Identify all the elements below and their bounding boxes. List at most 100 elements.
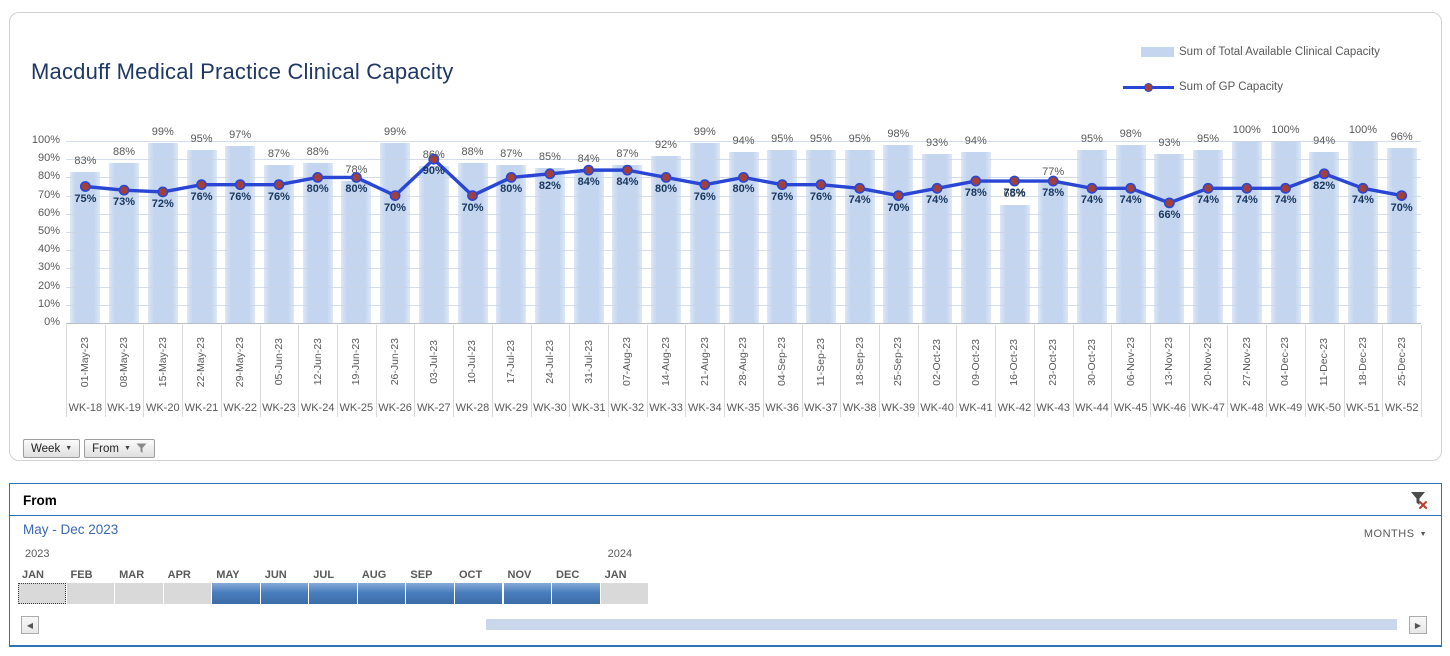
timeline-tile-nov-10[interactable] — [503, 583, 552, 604]
line-value-label: 78% — [1003, 187, 1026, 200]
line-value-label: 74% — [1274, 194, 1297, 207]
x-axis-date-label: 07-Aug-23 — [608, 325, 647, 399]
y-axis-tick-50%: 50% — [37, 225, 60, 237]
bar-value-label: 78% — [345, 164, 368, 177]
line-marker-WK-22 — [234, 179, 246, 191]
date-text: 06-Nov-23 — [1124, 337, 1137, 387]
date-text: 02-Oct-23 — [931, 338, 944, 386]
bar-value-label: 87% — [267, 147, 290, 160]
timeline-tile-apr-3[interactable] — [163, 583, 212, 604]
timeline-tile-aug-7[interactable] — [357, 583, 406, 604]
category-separator — [801, 325, 803, 417]
timeline-tile-jul-6[interactable] — [309, 583, 357, 604]
line-marker-WK-37 — [815, 179, 827, 191]
timeline-scrollbar-thumb[interactable] — [486, 619, 1397, 630]
timeline-tile-jan-12[interactable] — [600, 583, 649, 604]
line-marker-WK-19 — [118, 184, 130, 196]
line-value-label: 76% — [693, 190, 716, 203]
bar-WK-18 — [70, 171, 101, 323]
category-separator — [337, 325, 338, 417]
x-axis-week-label: WK-49 — [1268, 402, 1303, 414]
bar-value-label: 95% — [848, 133, 871, 146]
x-axis-week-label: WK-22 — [223, 402, 257, 414]
gridline-40% — [66, 250, 1421, 252]
category-separator — [298, 325, 300, 417]
bar-value-label: 99% — [693, 125, 716, 138]
category-separator — [1033, 325, 1035, 417]
line-marker-WK-39 — [892, 190, 904, 201]
category-separator — [685, 325, 687, 417]
field-button-week[interactable]: Week ▼ — [23, 439, 81, 458]
x-axis-date-label: 18-Dec-23 — [1344, 325, 1383, 399]
x-axis-week-label: WK-33 — [649, 402, 683, 414]
timeline-scroll-left-button[interactable]: ◀ — [21, 616, 39, 634]
line-value-label: 72% — [151, 197, 174, 210]
x-axis-week-label: WK-47 — [1191, 402, 1225, 414]
line-marker-WK-25 — [350, 172, 362, 183]
line-value-label: 82% — [538, 179, 561, 192]
x-axis-week-label: WK-30 — [533, 402, 567, 414]
timeline-period-dropdown[interactable]: MONTHS ▼ — [1364, 528, 1427, 540]
line-marker-WK-33 — [660, 172, 672, 183]
timeline-tile-oct-9[interactable] — [454, 583, 503, 604]
category-separator — [608, 325, 609, 417]
x-axis-date-label: 10-Jul-23 — [453, 325, 492, 399]
line-value-label: 84% — [616, 176, 639, 189]
timeline-title: From — [23, 493, 57, 508]
bar-WK-52 — [1386, 148, 1417, 323]
bar-WK-38 — [844, 150, 875, 323]
timeline-tile-mar-2[interactable] — [115, 583, 163, 604]
x-axis-week-label: WK-51 — [1346, 402, 1380, 414]
gridline-0% — [66, 323, 1421, 324]
bar-WK-47 — [1193, 150, 1224, 323]
timeline-tile-sep-8[interactable] — [406, 583, 454, 604]
gridline-70% — [66, 195, 1421, 197]
x-axis-week-label: WK-44 — [1075, 402, 1109, 414]
date-text: 21-Aug-23 — [698, 337, 711, 387]
date-text: 27-Nov-23 — [1240, 337, 1253, 387]
timeline-month-label-nov-10: NOV — [507, 569, 532, 581]
bar-value-label: 95% — [190, 133, 213, 146]
x-axis-date-label: 06-Nov-23 — [1111, 325, 1150, 399]
x-axis-date-label: 25-Sep-23 — [879, 325, 918, 399]
bar-value-label: 94% — [1313, 134, 1336, 147]
x-axis-week-label: WK-20 — [145, 402, 180, 414]
date-text: 29-May-23 — [234, 336, 247, 388]
bar-value-label: 96% — [1390, 131, 1413, 144]
y-axis-tick-100%: 100% — [31, 134, 60, 146]
y-axis-tick-40%: 40% — [37, 243, 60, 256]
x-axis-date-label: 30-Oct-23 — [1073, 325, 1112, 399]
clear-filter-button[interactable] — [1408, 490, 1428, 510]
date-text: 03-Jul-23 — [427, 340, 440, 384]
line-value-label: 90% — [422, 165, 445, 178]
line-value-label: 80% — [655, 183, 678, 196]
field-button-from[interactable]: From ▼ — [84, 439, 155, 458]
date-text: 04-Sep-23 — [776, 337, 789, 387]
timeline-month-label-jan-0: JAN — [22, 569, 45, 581]
timeline-tile-feb-1[interactable] — [66, 583, 115, 604]
x-axis-date-label: 18-Sep-23 — [840, 325, 879, 399]
y-axis-tick-10%: 10% — [37, 297, 60, 310]
x-axis-date-label: 05-Jun-23 — [260, 325, 299, 399]
line-marker-WK-31 — [583, 164, 595, 176]
timeline-tile-may-4[interactable] — [212, 583, 260, 604]
timeline-year-label: 2024 — [607, 548, 633, 560]
line-value-label: 73% — [113, 196, 136, 209]
bar-WK-39 — [883, 144, 914, 323]
x-axis-week-label: WK-41 — [958, 402, 993, 414]
category-separator — [414, 325, 416, 417]
timeline-scroll-right-button[interactable]: ▶ — [1409, 616, 1427, 634]
chevron-down-icon: ▼ — [1419, 530, 1427, 538]
timeline-tile-dec-11[interactable] — [552, 583, 600, 604]
x-axis-week-label: WK-43 — [1036, 402, 1070, 414]
category-separator — [1304, 325, 1306, 417]
timeline-tile-jan-0[interactable] — [18, 583, 66, 604]
line-marker-WK-51 — [1357, 182, 1369, 194]
x-axis-date-label: 28-Aug-23 — [724, 325, 763, 399]
line-value-label: 66% — [1158, 208, 1181, 221]
category-separator — [530, 325, 532, 417]
category-separator — [879, 325, 880, 417]
chevron-down-icon: ▼ — [65, 445, 73, 452]
timeline-tile-jun-5[interactable] — [260, 583, 309, 604]
date-text: 10-Jul-23 — [466, 340, 479, 384]
